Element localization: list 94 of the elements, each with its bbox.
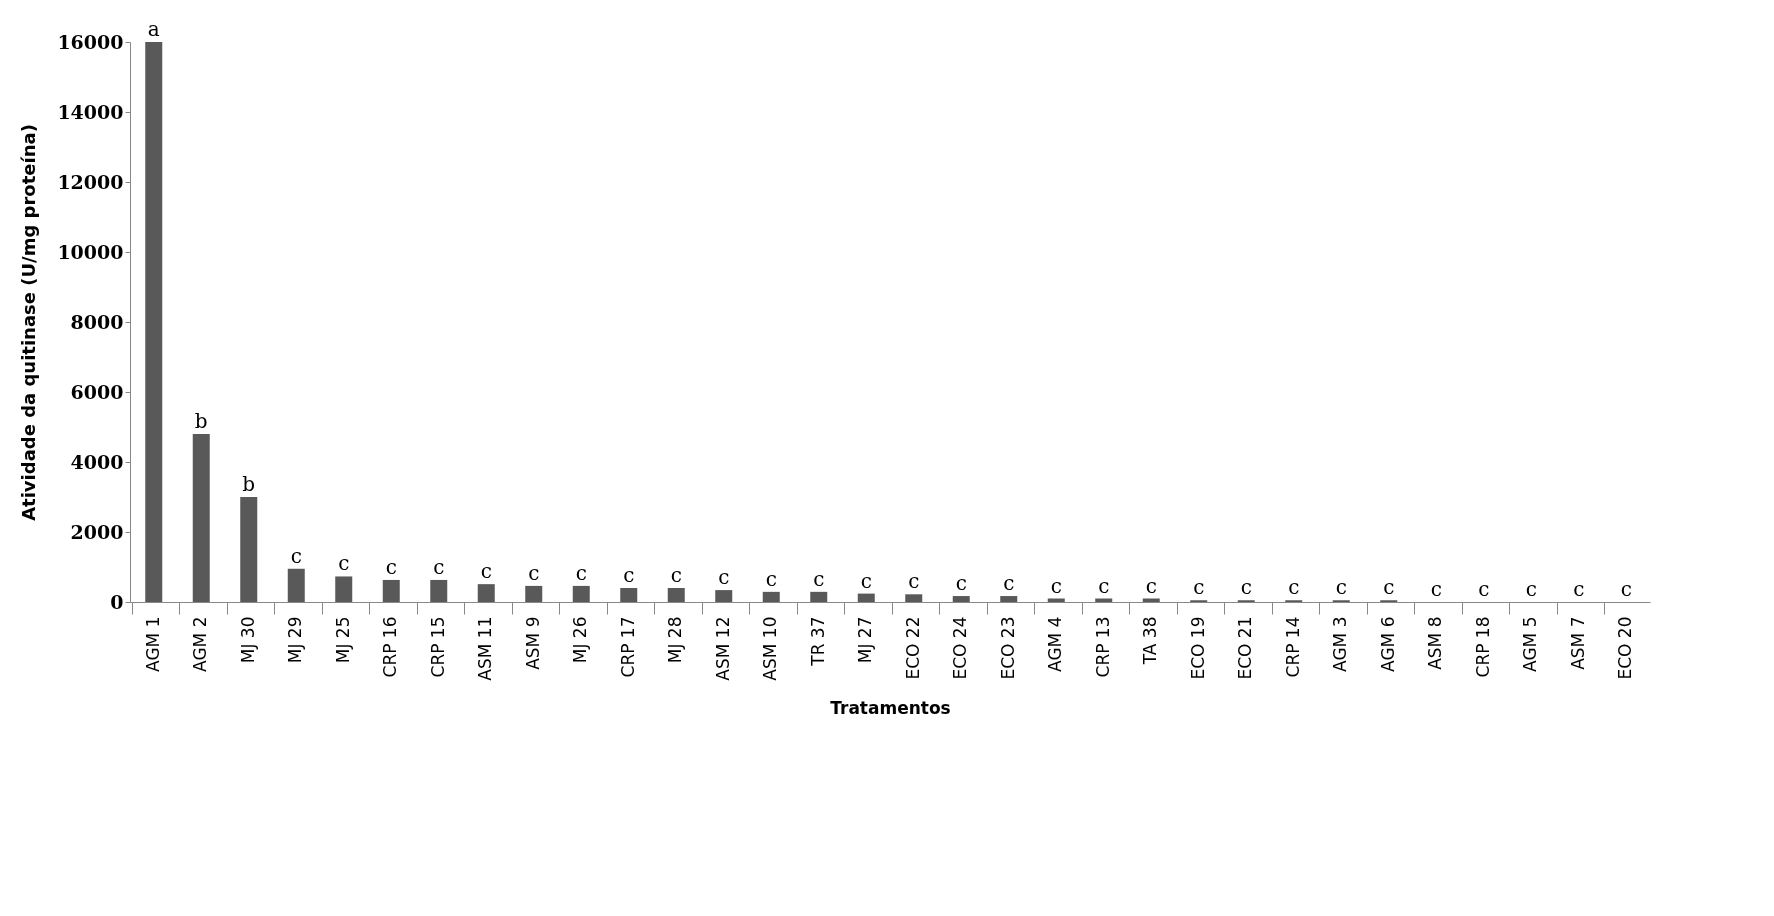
x-tick-label: MJ 28 xyxy=(665,616,686,664)
data-label: c xyxy=(385,554,397,579)
x-tick-label: CRP 18 xyxy=(1472,616,1493,678)
data-label: c xyxy=(718,565,730,590)
data-label: c xyxy=(480,559,492,584)
data-label: c xyxy=(1003,571,1015,596)
data-label: c xyxy=(338,551,350,576)
x-tick-label: MJ 26 xyxy=(570,616,591,664)
data-label: b xyxy=(194,409,208,433)
y-tick-label: 8000 xyxy=(70,310,124,333)
bar xyxy=(287,568,305,602)
x-tick-label: AGM 5 xyxy=(1520,616,1541,672)
bar xyxy=(620,588,638,602)
x-tick-label: ASM 12 xyxy=(712,616,733,681)
x-tick-label: ECO 19 xyxy=(1187,616,1208,680)
data-label: c xyxy=(1145,573,1157,598)
data-label: c xyxy=(1620,577,1632,601)
y-axis-title: Atividade da quitinase (U/mg proteína) xyxy=(18,124,40,521)
x-tick-label: ASM 9 xyxy=(522,616,543,670)
data-label: a xyxy=(147,17,160,41)
data-label: c xyxy=(290,543,302,568)
x-tick-label: CRP 13 xyxy=(1092,616,1113,678)
data-label: c xyxy=(908,569,920,594)
bar xyxy=(382,579,400,602)
y-tick-label: 2000 xyxy=(70,520,124,543)
x-tick-label: ECO 21 xyxy=(1235,616,1256,680)
x-axis-title: Tratamentos xyxy=(830,697,951,718)
data-label: c xyxy=(1240,575,1252,600)
x-tick-label: AGM 1 xyxy=(142,616,163,672)
x-tick-label: TR 37 xyxy=(807,616,828,667)
data-label: c xyxy=(1525,577,1537,601)
data-label: c xyxy=(1478,577,1490,601)
y-tick-label: 10000 xyxy=(57,240,124,263)
bar xyxy=(430,579,448,602)
data-label: c xyxy=(1050,573,1062,598)
x-tick-label: ASM 10 xyxy=(760,616,781,681)
bar xyxy=(715,590,733,602)
y-tick-label: 14000 xyxy=(57,100,124,123)
data-label: c xyxy=(1098,573,1110,598)
x-tick-label: ECO 24 xyxy=(950,616,971,680)
x-tick-label: ASM 7 xyxy=(1567,616,1588,670)
bar xyxy=(477,584,495,602)
data-label: c xyxy=(433,554,445,579)
x-tick-label: ECO 23 xyxy=(997,616,1018,680)
data-label: c xyxy=(1383,575,1395,600)
data-label: c xyxy=(860,568,872,593)
data-label: c xyxy=(1573,577,1585,601)
data-label: c xyxy=(1193,575,1205,600)
x-tick-label: ECO 20 xyxy=(1615,616,1636,680)
data-label: c xyxy=(528,560,540,585)
y-tick-label: 16000 xyxy=(57,30,124,53)
bar xyxy=(145,42,163,602)
y-tick-label: 12000 xyxy=(57,170,124,193)
x-tick-label: AGM 4 xyxy=(1045,616,1066,672)
x-tick-label: MJ 25 xyxy=(332,616,353,664)
data-label: c xyxy=(1288,575,1300,600)
x-tick-label: AGM 6 xyxy=(1377,616,1398,672)
bar xyxy=(810,591,828,602)
x-tick-label: CRP 15 xyxy=(427,616,448,678)
y-tick-label: 0 xyxy=(110,590,124,613)
data-label: b xyxy=(242,472,256,496)
x-tick-label: ASM 8 xyxy=(1425,616,1446,670)
bar xyxy=(762,591,780,602)
bar xyxy=(905,594,923,602)
bar xyxy=(335,576,353,602)
x-tick-label: AGM 3 xyxy=(1330,616,1351,672)
data-label: c xyxy=(955,571,967,596)
data-label: c xyxy=(765,566,777,591)
bar xyxy=(572,585,590,602)
x-tick-label: CRP 14 xyxy=(1282,616,1303,678)
data-label: c xyxy=(623,563,635,587)
bar xyxy=(1000,596,1018,602)
x-tick-label: MJ 30 xyxy=(237,616,258,664)
y-tick-label: 4000 xyxy=(70,450,124,473)
x-tick-label: TA 38 xyxy=(1140,616,1161,666)
data-label: c xyxy=(813,566,825,591)
x-tick-label: ASM 11 xyxy=(475,616,496,681)
data-label: c xyxy=(670,563,682,587)
data-label: c xyxy=(575,560,587,585)
bar xyxy=(192,434,210,602)
bar xyxy=(857,593,875,602)
bar xyxy=(952,596,970,602)
bar xyxy=(525,585,543,602)
x-tick-label: CRP 17 xyxy=(617,616,638,678)
bar xyxy=(240,497,258,602)
bar xyxy=(667,588,685,602)
y-tick-label: 6000 xyxy=(70,380,124,403)
x-tick-label: MJ 27 xyxy=(855,616,876,664)
data-label: c xyxy=(1335,575,1347,600)
x-tick-label: AGM 2 xyxy=(190,616,211,672)
data-label: c xyxy=(1430,577,1442,601)
x-tick-label: ECO 22 xyxy=(902,616,923,680)
x-tick-label: CRP 16 xyxy=(380,616,401,678)
x-tick-label: MJ 29 xyxy=(285,616,306,664)
